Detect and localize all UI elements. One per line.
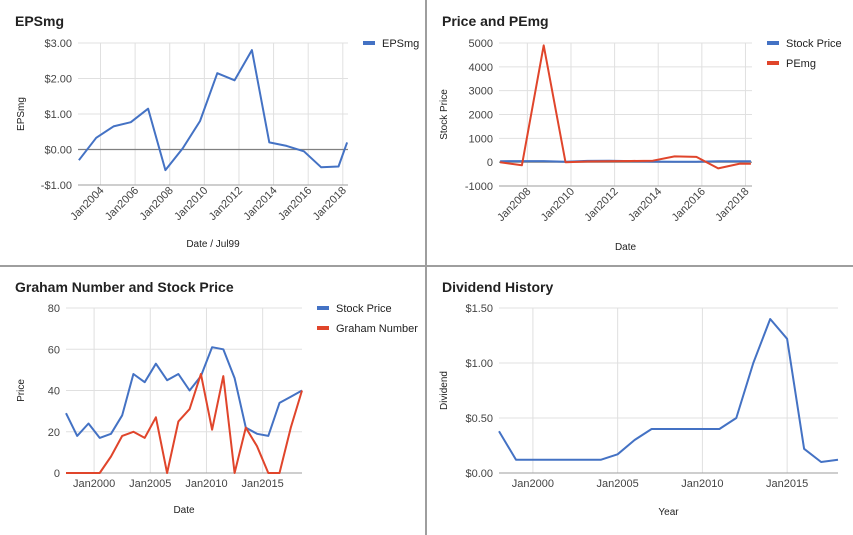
x-tick-label: Jan2000 [73, 478, 115, 490]
x-tick-label: Jan2010 [185, 478, 227, 490]
y-tick-label: 1000 [469, 133, 493, 145]
legend-label-1: PEmg [786, 58, 816, 70]
x-tick-label: Jan2010 [172, 185, 210, 223]
chart-title: EPSmg [15, 13, 64, 29]
legend-swatch-1 [317, 326, 329, 330]
series-line-1 [499, 44, 751, 170]
y-tick-label: -1000 [465, 181, 493, 193]
x-tick-label: Jan2014 [626, 186, 664, 224]
y-tick-label: 5000 [469, 38, 493, 50]
x-tick-label: Jan2008 [138, 185, 176, 223]
chart-title: Price and PEmg [442, 13, 549, 29]
x-axis-title: Date [615, 242, 637, 253]
chart-title: Dividend History [442, 279, 553, 295]
x-tick-label: Jan2004 [68, 185, 106, 223]
x-tick-label: Jan2018 [713, 186, 751, 224]
legend-label-0: EPSmg [382, 38, 419, 50]
y-tick-label: $2.00 [44, 74, 72, 86]
legend-swatch-0 [767, 41, 779, 45]
chart-panel-dividend: Dividend History $0.00 $0.50 $1.00 $1.50 Jan2… [427, 268, 853, 535]
y-tick-label: 80 [48, 303, 60, 315]
y-axis-title: Dividend [439, 371, 450, 410]
x-tick-label: Jan2010 [539, 186, 577, 224]
y-tick-label: $0.00 [465, 468, 493, 480]
legend-label-1: Graham Number [336, 323, 418, 335]
x-axis-title: Date [173, 505, 195, 516]
series-line-0 [498, 318, 839, 463]
y-axis-title: Stock Price [439, 89, 450, 140]
series-line-0 [65, 346, 303, 439]
chart-panel-graham: Graham Number and Stock Price 0 20 40 60 80 Ja… [0, 268, 425, 535]
y-tick-label: $0.50 [465, 413, 493, 425]
y-tick-label: 3000 [469, 86, 493, 98]
chart-svg-epsmg: EPSmg-$1.00$0.00$1.00$2.00$3.00Jan2004Ja… [15, 13, 419, 250]
y-tick-label: $0.00 [44, 145, 72, 157]
x-tick-label: Jan2005 [597, 478, 639, 490]
y-tick-label: $3.00 [44, 38, 72, 50]
x-tick-label: Jan2015 [766, 478, 808, 490]
x-axis-title: Year [658, 507, 679, 518]
chart-panel-epsmg: EPSmg -$1.00 $0.00 $1.00 $2.00 $3.00 Jan2004 Ja… [0, 0, 425, 265]
y-tick-label: 60 [48, 344, 60, 356]
chart-svg-dividend: Dividend History $0.00 $0.50 $1.00 $1.50 Jan2… [439, 279, 839, 518]
legend-label-0: Stock Price [336, 303, 392, 315]
x-axis-title: Date / Jul99 [186, 239, 240, 250]
y-tick-label: 4000 [469, 62, 493, 74]
y-tick-label: $1.00 [44, 109, 72, 121]
x-tick-label: Jan2015 [242, 478, 284, 490]
x-tick-label: Jan2016 [276, 185, 314, 223]
y-tick-label: -$1.00 [41, 180, 72, 192]
x-tick-label: Jan2016 [670, 186, 708, 224]
x-tick-label: Jan2012 [207, 185, 245, 223]
series-line-0 [78, 49, 349, 172]
horizontal-divider [0, 265, 853, 267]
chart-panel-price-pemg: Price and PEmg -1000 0 1000 2000 3000 4000 5000… [427, 0, 853, 265]
x-tick-label: Jan2006 [103, 185, 141, 223]
y-tick-label: 20 [48, 427, 60, 439]
y-tick-label: 2000 [469, 110, 493, 122]
legend-swatch-1 [767, 61, 779, 65]
y-tick-label: 0 [487, 157, 493, 169]
legend-swatch-0 [317, 306, 329, 310]
chart-title: Graham Number and Stock Price [15, 279, 234, 295]
x-tick-label: Jan2008 [495, 186, 533, 224]
vertical-divider [425, 0, 427, 535]
y-tick-label: $1.00 [465, 358, 493, 370]
y-tick-label: 0 [54, 468, 60, 480]
x-tick-label: Jan2012 [582, 186, 620, 224]
legend-swatch-0 [363, 41, 375, 45]
x-tick-label: Jan2018 [311, 185, 349, 223]
x-tick-label: Jan2005 [129, 478, 171, 490]
x-tick-label: Jan2014 [241, 185, 279, 223]
x-tick-label: Jan2000 [512, 478, 554, 490]
x-tick-label: Jan2010 [681, 478, 723, 490]
chart-svg-graham: Graham Number and Stock Price 0 20 40 60 80 Ja… [15, 279, 418, 516]
legend-label-0: Stock Price [786, 38, 842, 50]
y-axis-title: Price [16, 379, 27, 402]
y-tick-label: 40 [48, 386, 60, 398]
chart-svg-price-pemg: Price and PEmg -1000 0 1000 2000 3000 4000 5000… [439, 13, 842, 253]
y-axis-title: EPSmg [16, 97, 27, 131]
series-line-1 [66, 373, 303, 474]
y-tick-label: $1.50 [465, 303, 493, 315]
